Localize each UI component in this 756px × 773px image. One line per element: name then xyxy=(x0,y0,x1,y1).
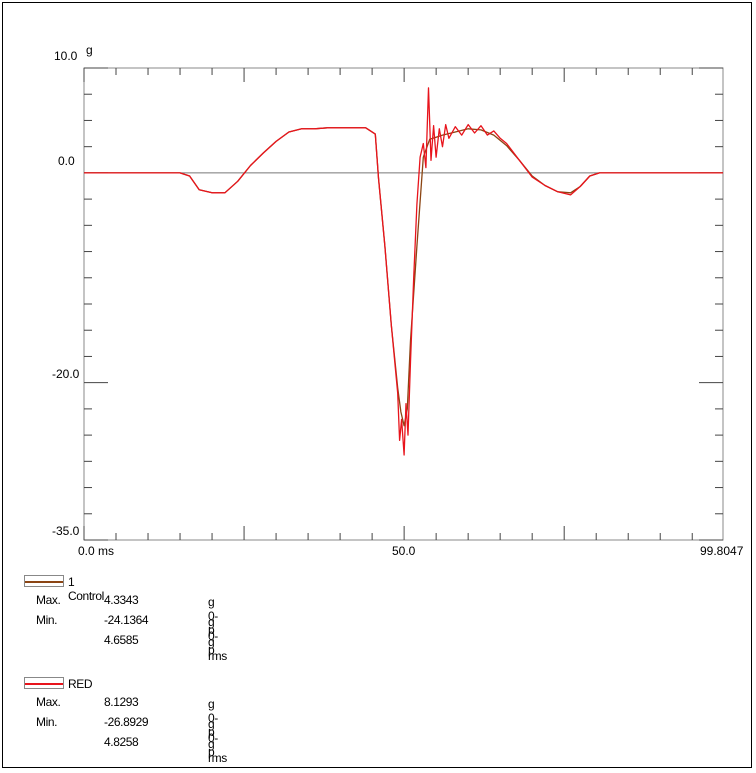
stat-label: Min. xyxy=(36,715,58,729)
stat-value: 4.6585 xyxy=(104,633,139,647)
y-tick-label-0: 0.0 xyxy=(58,154,75,168)
stat-unit: g 0-p xyxy=(208,697,218,739)
legend-swatch-red xyxy=(24,677,64,689)
stat-value: -26.8929 xyxy=(104,715,149,729)
legend-name-red: RED xyxy=(68,677,93,691)
stat-label: Max. xyxy=(36,695,61,709)
y-unit-label: g xyxy=(86,43,93,57)
x-tick-label-50: 50.0 xyxy=(392,544,416,558)
series-line-red xyxy=(84,87,723,456)
time-history-chart: 10.0 g 0.0 -20.0 -35.0 0.0 ms 50.0 99.80… xyxy=(52,43,744,558)
legend-name-control: 1 Control xyxy=(68,575,104,603)
axis-ticks xyxy=(83,67,723,541)
stat-unit: g 0-p xyxy=(208,595,218,637)
stat-value: 4.8258 xyxy=(104,735,139,749)
stat-unit: g 0-p xyxy=(208,615,218,657)
stat-value: 8.1293 xyxy=(104,695,139,709)
stat-unit: g rms xyxy=(208,737,227,765)
series-layer xyxy=(84,87,723,456)
legend-swatch-control xyxy=(24,575,64,587)
stat-value: -24.1364 xyxy=(104,613,149,627)
axis-labels: 10.0 g 0.0 -20.0 -35.0 0.0 ms 50.0 99.80… xyxy=(52,43,744,558)
y-tick-label-minus20: -20.0 xyxy=(52,367,80,381)
stat-value: 4.3343 xyxy=(104,593,139,607)
x-tick-label-end: 99.8047 xyxy=(700,544,744,558)
stat-label: Min. xyxy=(36,613,58,627)
y-tick-label-minus35: -35.0 xyxy=(52,524,80,538)
stat-label: Max. xyxy=(36,593,61,607)
y-tick-label-10: 10.0 xyxy=(54,49,78,63)
stat-unit: g rms xyxy=(208,635,227,663)
stat-unit: g 0-p xyxy=(208,717,218,759)
x-unit-label: ms xyxy=(98,544,114,558)
x-tick-label-0: 0.0 xyxy=(78,544,95,558)
plot-area xyxy=(83,67,724,541)
